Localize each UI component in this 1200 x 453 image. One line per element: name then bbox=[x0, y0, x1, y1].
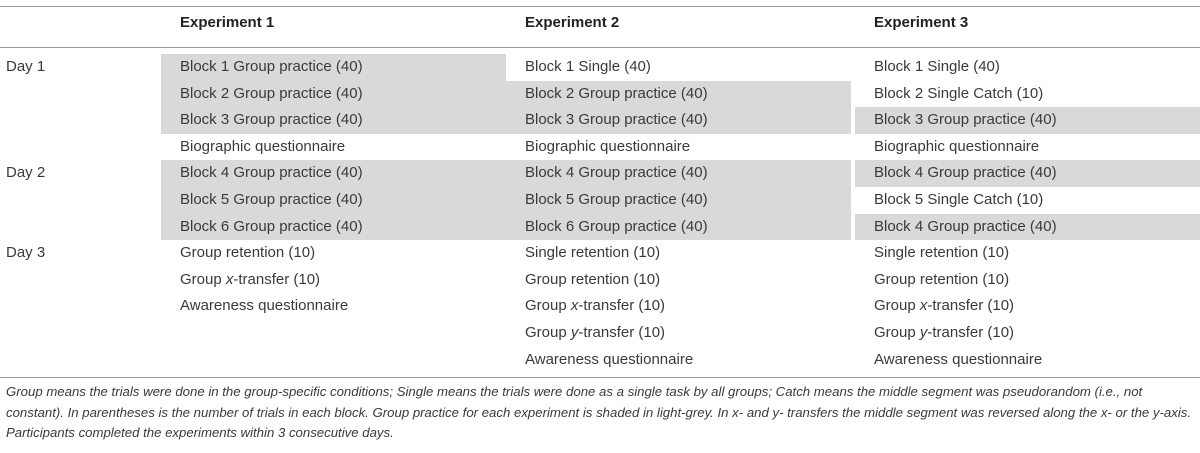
cell-axis-letter: x bbox=[225, 270, 234, 288]
table-cell: Group x-transfer (10) bbox=[161, 267, 506, 294]
day-3-label: Day 3 bbox=[6, 244, 46, 261]
cell-text: Group bbox=[180, 270, 226, 288]
table-cell: Group x-transfer (10) bbox=[506, 293, 851, 320]
table-cell: Block 2 Group practice (40) bbox=[161, 80, 506, 108]
table-cell: Block 4 Group practice (40) bbox=[161, 160, 506, 187]
table-cell bbox=[161, 320, 506, 347]
table-cell: Group retention (10) bbox=[525, 270, 661, 288]
experiment-2-column: Block 1 Single (40) Block 2 Group practic… bbox=[506, 54, 851, 373]
table-cell: Group y-transfer (10) bbox=[506, 320, 851, 347]
table-cell: Block 5 Group practice (40) bbox=[161, 186, 506, 214]
table-cell: Block 5 Single Catch (10) bbox=[874, 190, 1044, 208]
table-cell: Block 1 Single (40) bbox=[874, 58, 1000, 75]
table-cell: Group retention (10) bbox=[180, 244, 316, 262]
table-cell: Block 4 Group practice (40) bbox=[855, 213, 1200, 241]
table-cell: Group x-transfer (10) bbox=[855, 293, 1200, 320]
cell-axis-letter: y bbox=[570, 323, 579, 341]
table-cell: Block 2 Group practice (40) bbox=[506, 80, 851, 108]
table-cell: Block 1 Group practice (40) bbox=[161, 54, 506, 81]
table-cell: Single retention (10) bbox=[525, 244, 661, 262]
header-rule bbox=[0, 47, 1200, 48]
table-cell: Block 3 Group practice (40) bbox=[161, 107, 506, 134]
table-cell: Biographic questionnaire bbox=[525, 137, 691, 155]
table-cell: Block 4 Group practice (40) bbox=[506, 160, 851, 187]
table-bottom-rule bbox=[0, 377, 1200, 378]
cell-axis-letter: x bbox=[570, 297, 579, 315]
header-experiment-1: Experiment 1 bbox=[180, 14, 275, 31]
cell-text: -transfer (10) bbox=[233, 270, 321, 288]
table-cell: Block 3 Group practice (40) bbox=[855, 107, 1200, 134]
table-cell: Block 6 Group practice (40) bbox=[506, 213, 851, 241]
day-2-label: Day 2 bbox=[6, 164, 46, 181]
cell-text: -transfer (10) bbox=[578, 323, 666, 341]
table-cell: Group y-transfer (10) bbox=[855, 320, 1200, 347]
table-cell: Block 6 Group practice (40) bbox=[161, 213, 506, 241]
cell-text: Group bbox=[874, 297, 920, 315]
table-cell: Block 2 Single Catch (10) bbox=[874, 84, 1044, 102]
table-top-rule bbox=[0, 6, 1200, 7]
table-cell: Awareness questionnaire bbox=[180, 297, 349, 315]
table-cell: Single retention (10) bbox=[874, 244, 1010, 262]
table-cell: Biographic questionnaire bbox=[874, 137, 1040, 155]
cell-axis-letter: x bbox=[919, 297, 928, 315]
cell-text: Group bbox=[525, 297, 571, 315]
table-cell: Block 4 Group practice (40) bbox=[855, 160, 1200, 187]
day-1-label: Day 1 bbox=[6, 58, 46, 75]
table-cell: Block 5 Group practice (40) bbox=[506, 186, 851, 214]
table-cell: Block 3 Group practice (40) bbox=[506, 107, 851, 134]
cell-text: Group bbox=[874, 323, 920, 341]
cell-text: -transfer (10) bbox=[927, 297, 1015, 315]
table-cell: Awareness questionnaire bbox=[874, 350, 1043, 368]
cell-text: -transfer (10) bbox=[927, 323, 1015, 341]
header-experiment-2: Experiment 2 bbox=[525, 14, 620, 31]
cell-text: -transfer (10) bbox=[578, 297, 666, 315]
experiment-1-column: Block 1 Group practice (40) Block 2 Group… bbox=[161, 54, 506, 373]
table-footnote: Group means the trials were done in the … bbox=[6, 384, 1192, 441]
table-cell: Group retention (10) bbox=[874, 270, 1010, 288]
cell-text: Group bbox=[525, 323, 571, 341]
experiment-3-column: Block 1 Single (40) Block 2 Single Catch … bbox=[855, 54, 1200, 373]
table-cell: Block 1 Single (40) bbox=[525, 58, 651, 75]
table-cell: Awareness questionnaire bbox=[525, 350, 694, 368]
header-experiment-3: Experiment 3 bbox=[874, 14, 969, 31]
table-cell: Biographic questionnaire bbox=[180, 137, 346, 155]
cell-axis-letter: y bbox=[919, 323, 928, 341]
table-cell bbox=[161, 347, 506, 374]
